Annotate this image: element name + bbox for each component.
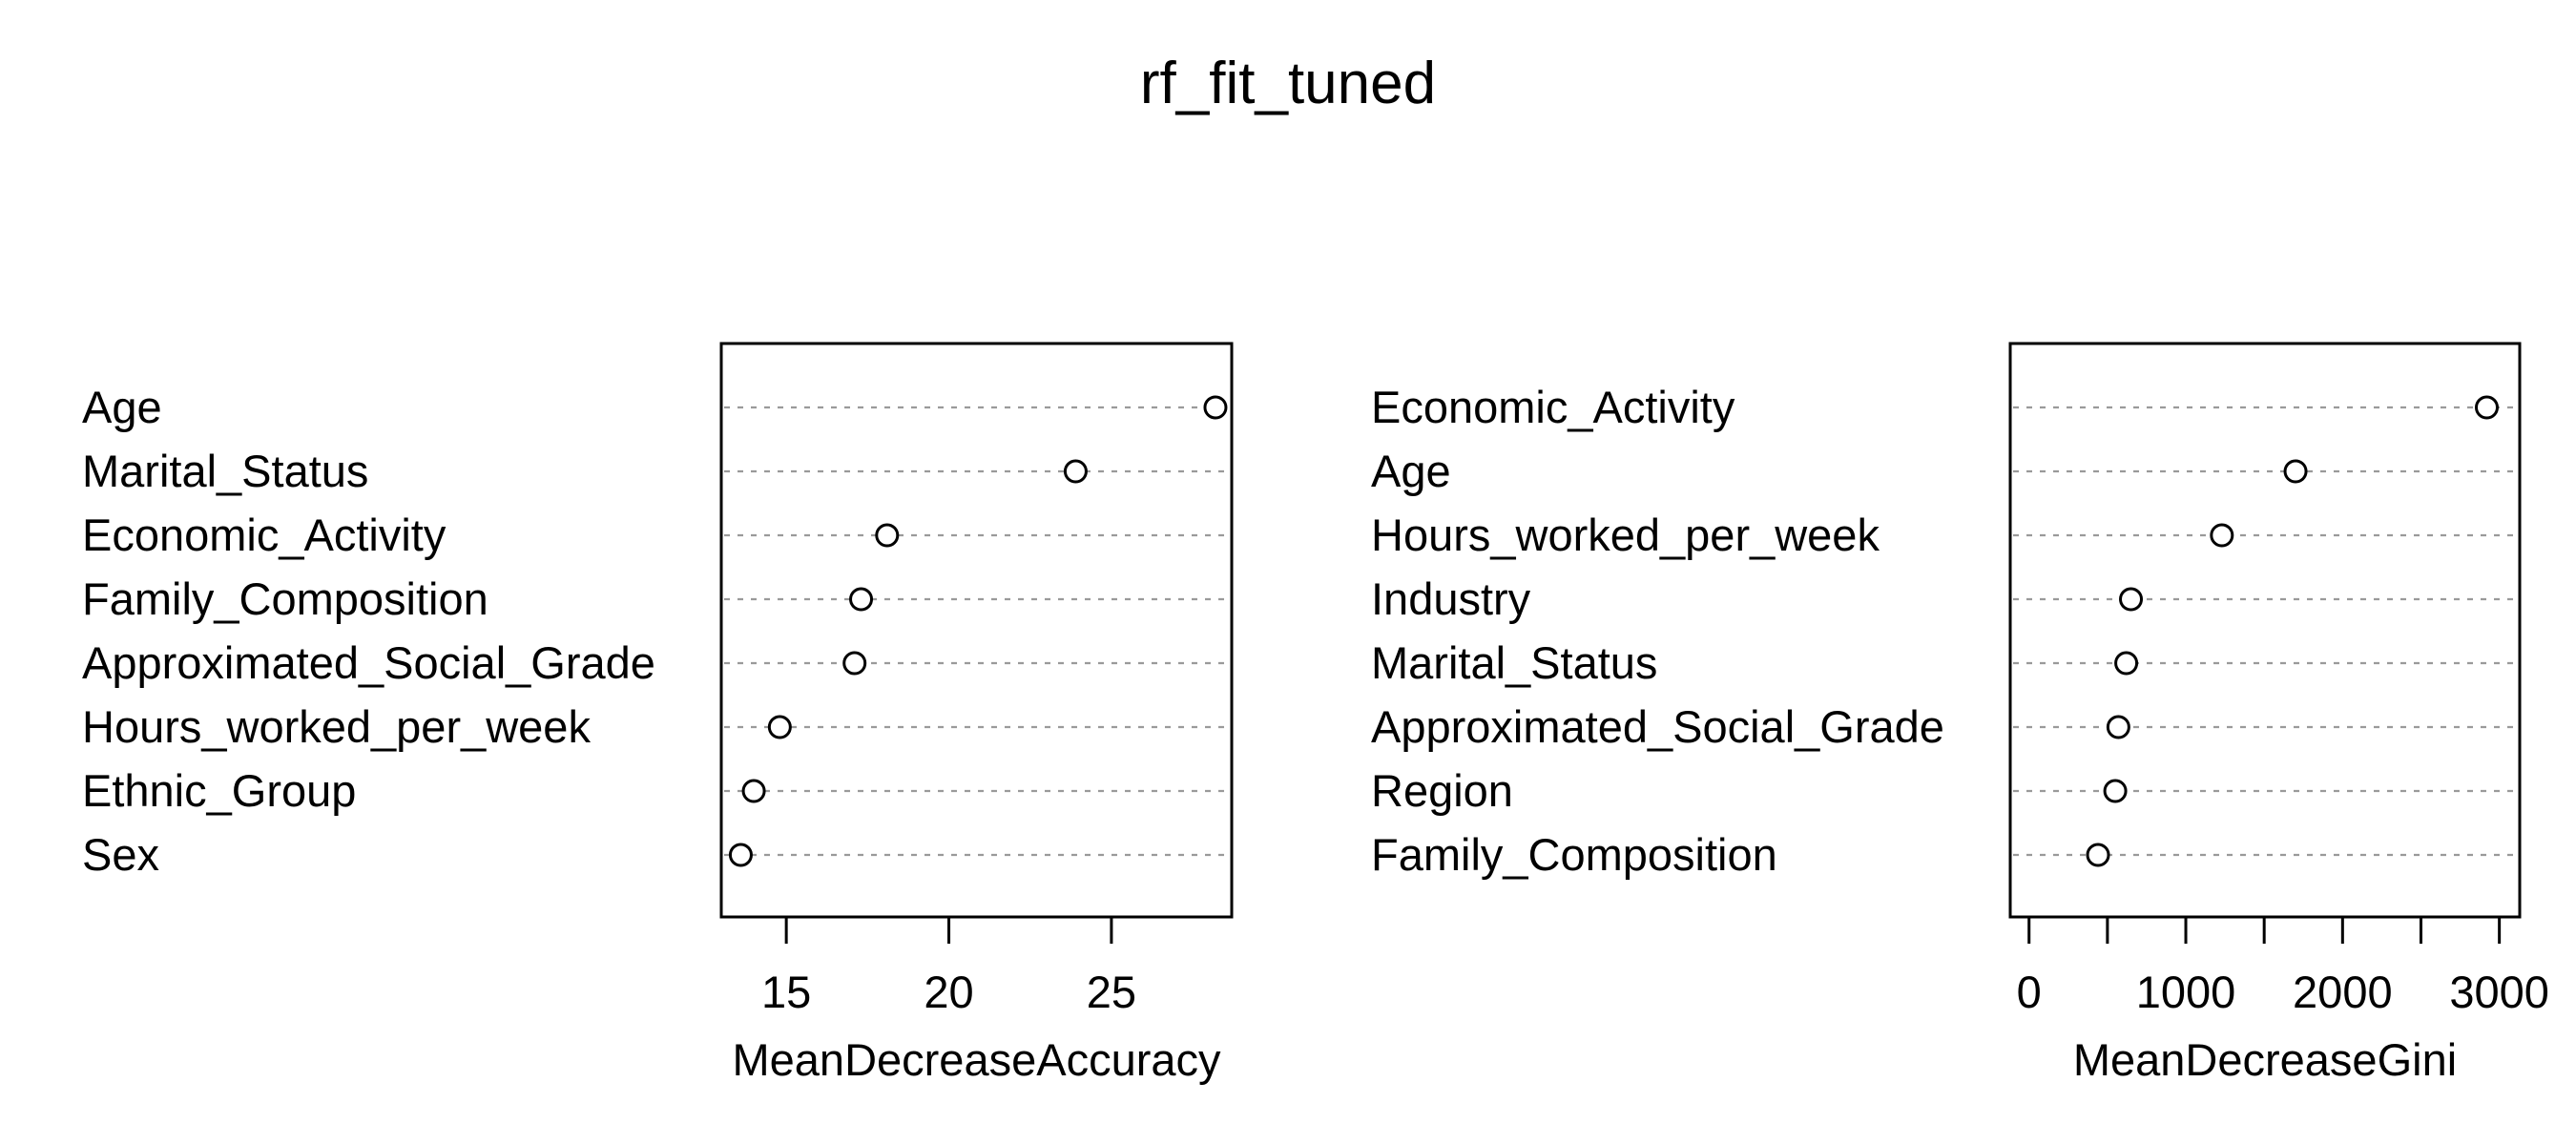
category-label-accuracy: Approximated_Social_Grade: [82, 637, 655, 688]
x-tick-label-gini: 2000: [2293, 967, 2393, 1017]
category-label-gini: Economic_Activity: [1371, 382, 1735, 432]
category-label-gini: Age: [1371, 446, 1451, 496]
data-point-gini: [2103, 779, 2128, 803]
data-point-gini: [2106, 715, 2130, 739]
x-tick-label-gini: 1000: [2136, 967, 2236, 1017]
category-label-gini: Family_Composition: [1371, 829, 1777, 880]
data-point-accuracy: [741, 779, 766, 803]
x-tick-label-accuracy: 20: [924, 967, 973, 1017]
panel-mean-decrease-gini: Economic_Activity Age Hours_worked_per_wee…: [1371, 342, 2549, 1085]
data-point-accuracy: [842, 651, 867, 676]
data-point-accuracy: [767, 715, 792, 739]
data-point-gini: [2283, 459, 2308, 484]
x-axis-title-accuracy: MeanDecreaseAccuracy: [733, 1034, 1221, 1085]
data-point-accuracy: [1203, 395, 1228, 420]
data-point-gini: [2114, 651, 2139, 676]
category-label-accuracy: Marital_Status: [82, 446, 368, 496]
panel-mean-decrease-accuracy: Age Marital_Status Economic_Activity Family…: [82, 342, 1234, 1085]
category-label-gini: Region: [1371, 765, 1513, 816]
x-tick-label-accuracy: 25: [1087, 967, 1136, 1017]
data-point-gini: [2119, 587, 2144, 612]
category-label-gini: Marital_Status: [1371, 637, 1657, 688]
plot-frame-accuracy: [719, 342, 1234, 919]
data-point-gini: [2210, 523, 2234, 548]
data-point-accuracy: [849, 587, 874, 612]
data-point-accuracy: [1063, 459, 1088, 484]
category-label-accuracy: Hours_worked_per_week: [82, 701, 591, 752]
x-tick-label-gini: 3000: [2449, 967, 2549, 1017]
x-tick-label-gini: 0: [2017, 967, 2042, 1017]
data-point-accuracy: [728, 843, 753, 867]
category-label-accuracy: Family_Composition: [82, 573, 488, 624]
x-tick-label-accuracy: 15: [761, 967, 811, 1017]
x-axis-title-gini: MeanDecreaseGini: [2073, 1034, 2457, 1085]
category-label-accuracy: Economic_Activity: [82, 510, 447, 560]
category-label-gini: Approximated_Social_Grade: [1371, 701, 1944, 752]
plot-frame-gini: [2008, 342, 2522, 919]
category-label-accuracy: Age: [82, 382, 162, 432]
category-label-accuracy: Ethnic_Group: [82, 765, 356, 816]
chart-title: rf_fit_tuned: [1140, 51, 1436, 116]
data-point-gini: [2086, 843, 2110, 867]
data-point-accuracy: [875, 523, 900, 548]
category-label-gini: Industry: [1371, 573, 1531, 624]
data-point-gini: [2474, 395, 2499, 420]
category-label-accuracy: Sex: [82, 829, 159, 880]
category-label-gini: Hours_worked_per_week: [1371, 510, 1880, 560]
